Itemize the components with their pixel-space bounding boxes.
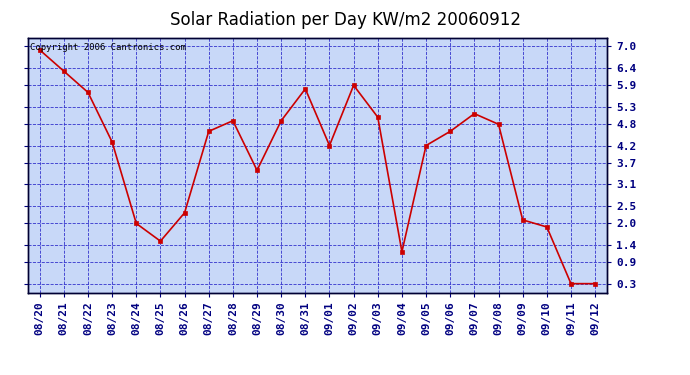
Text: Copyright 2006 Cantronics.com: Copyright 2006 Cantronics.com — [30, 43, 186, 52]
Text: Solar Radiation per Day KW/m2 20060912: Solar Radiation per Day KW/m2 20060912 — [170, 11, 520, 29]
